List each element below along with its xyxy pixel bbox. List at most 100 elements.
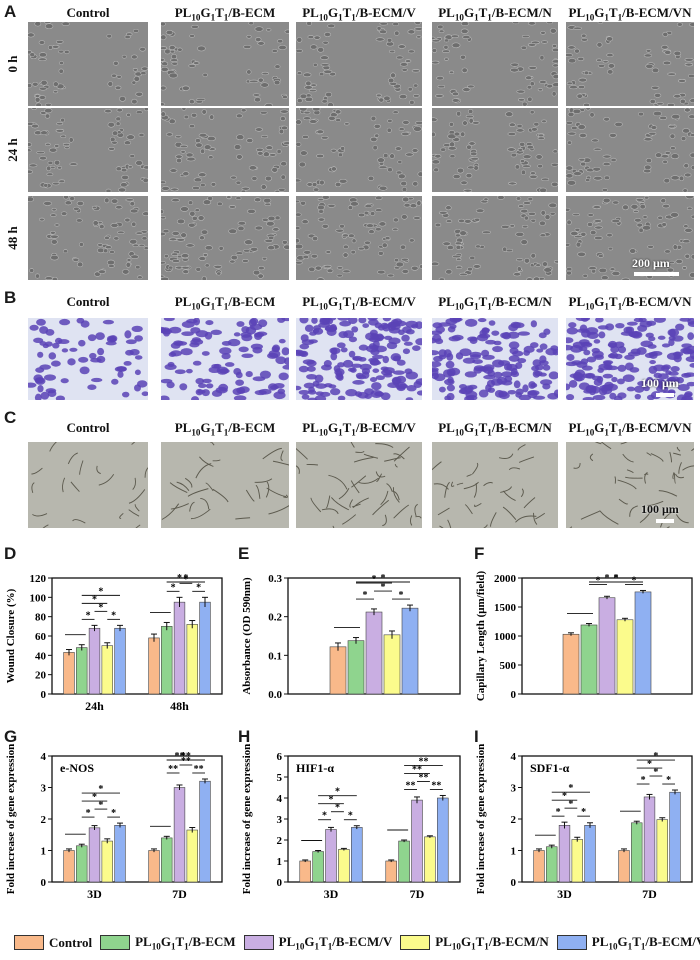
chart-d-wound-closure: 0 20 40 60 80 100 120 Wound Closure (%) 24h * * * * *… [0, 560, 230, 730]
sig-star: * [171, 582, 176, 593]
chart-e-absorbance: 0.0 0.1 0.2 0.3 Absorbance (OD 590nm) * * * * * [236, 560, 468, 730]
y-tick-label: 60 [35, 631, 47, 643]
a-image-r2-c2 [296, 196, 422, 280]
panel-label-g: G [4, 727, 18, 746]
a-col-header-0: Control [66, 5, 110, 20]
y-tick-label: 0 [41, 689, 47, 701]
a-image-r0-c4 [566, 22, 694, 106]
sig-star: * [568, 799, 573, 810]
scalebar-a-label: 200 μm [632, 256, 670, 270]
c-image-c2 [296, 442, 422, 528]
sig-star: * [596, 575, 601, 586]
bar-d-0-2 [88, 627, 101, 695]
b-image-c0 [28, 318, 148, 400]
y-tick-label: 0.1 [268, 650, 282, 662]
sig-star: * [322, 811, 327, 822]
sig-star: * [86, 610, 91, 621]
bar-g-0-4 [114, 825, 126, 883]
bar-i-0-2 [558, 825, 571, 883]
bar-d-1-2 [173, 601, 186, 695]
sig-star: * [348, 811, 353, 822]
bar-f-0-3 [616, 619, 634, 695]
sig-star: * [614, 573, 619, 584]
bar-e-0-3 [383, 634, 401, 695]
c-image-c1 [161, 442, 289, 528]
bar-h-1-3 [424, 836, 436, 883]
scalebar-b [656, 393, 674, 397]
bar-h-0-0 [299, 860, 311, 883]
legend-label-b-ecm-vn: PL10G1T1/B-ECM/VN [591, 934, 700, 952]
y-axis-label: Absorbance (OD 590nm) [241, 577, 253, 695]
a-image-r0-c3 [432, 22, 558, 106]
sig-star: * [653, 767, 658, 778]
bar-i-1-2 [643, 796, 656, 883]
y-tick-label: 2 [511, 814, 517, 826]
legend-label-b-ecm-n: PL10G1T1/B-ECM/N [435, 934, 549, 952]
bar-f-0-1 [580, 624, 598, 695]
bar-h-1-4 [437, 797, 449, 883]
sig-star: ** [181, 756, 191, 767]
a-image-r2-c4 [566, 196, 694, 280]
sig-star: * [86, 808, 91, 819]
scalebar-a [634, 272, 679, 276]
sig-star: ** [168, 764, 178, 775]
sig-star: * [614, 573, 619, 584]
bar-i-0-1 [546, 846, 558, 883]
sig-star: * [98, 800, 103, 811]
y-tick-label: 0.3 [268, 573, 282, 585]
bar-d-1-4 [199, 601, 211, 695]
sig-star: ** [406, 780, 416, 791]
sig-star: * [556, 807, 561, 818]
a-image-r1-c3 [432, 108, 558, 192]
panel-label-c: C [4, 408, 17, 427]
c-col-header-0: Control [66, 420, 110, 435]
bar-g-1-3 [186, 829, 198, 883]
x-tick-label: 24h [85, 699, 104, 713]
sig-star: * [381, 582, 386, 593]
x-tick-label: 3D [87, 887, 102, 901]
x-tick-label: 3D [557, 887, 572, 901]
bar-e-0-1 [347, 640, 365, 695]
sig-star: * [177, 573, 182, 584]
y-axis-label: Fold increase of gene expression [475, 744, 487, 895]
chart-title: HIF1-α [296, 761, 334, 775]
a-image-r0-c1 [161, 22, 289, 106]
chart-i-svg: 0 1 2 3 4 Fold increase of gene expression SDF… [475, 744, 693, 901]
bar-g-1-2 [173, 787, 186, 883]
c-col-header-2: PL10G1T1/B-ECM/V [302, 420, 416, 438]
b-image-c3 [432, 318, 558, 400]
b-image-c1 [161, 318, 289, 400]
scalebar-c [656, 519, 674, 523]
chart-h-hif1a: 0 1 2 3 4 5 6 Fold increase of gene expression H… [236, 738, 468, 918]
panel-label-b: B [4, 288, 17, 307]
bar-d-1-0 [148, 637, 160, 695]
a-image-r1-c2 [296, 108, 422, 192]
legend-item-b-ecm-vn: PL10G1T1/B-ECM/VN [556, 934, 700, 952]
y-tick-label: 500 [500, 660, 517, 672]
a-col-header-2: PL10G1T1/B-ECM/V [302, 5, 416, 23]
sig-star: * [92, 792, 97, 803]
sig-star: ** [418, 772, 428, 783]
b-col-header-4: PL10G1T1/B-ECM/VN [568, 294, 692, 312]
b-col-header-0: Control [66, 294, 110, 309]
sig-star: * [641, 775, 646, 786]
sig-star: * [381, 573, 386, 584]
bar-f-0-4 [634, 591, 652, 695]
y-tick-label: 0 [511, 689, 517, 701]
c-col-header-3: PL10G1T1/B-ECM/N [438, 420, 552, 438]
legend-item-control: Control [14, 935, 92, 951]
bar-h-0-1 [312, 851, 324, 883]
bar-i-0-4 [584, 825, 596, 883]
sig-star: * [329, 795, 334, 806]
y-tick-label: 20 [35, 670, 47, 682]
y-tick-label: 100 [30, 592, 47, 604]
y-tick-label: 1 [277, 856, 283, 868]
x-tick-label: 3D [324, 887, 339, 901]
b-col-header-2: PL10G1T1/B-ECM/V [302, 294, 416, 312]
y-tick-label: 3 [277, 814, 283, 826]
sig-star: * [632, 575, 637, 586]
sig-star: * [92, 594, 97, 605]
legend-swatch-control [14, 935, 44, 951]
bar-h-1-1 [398, 840, 410, 883]
